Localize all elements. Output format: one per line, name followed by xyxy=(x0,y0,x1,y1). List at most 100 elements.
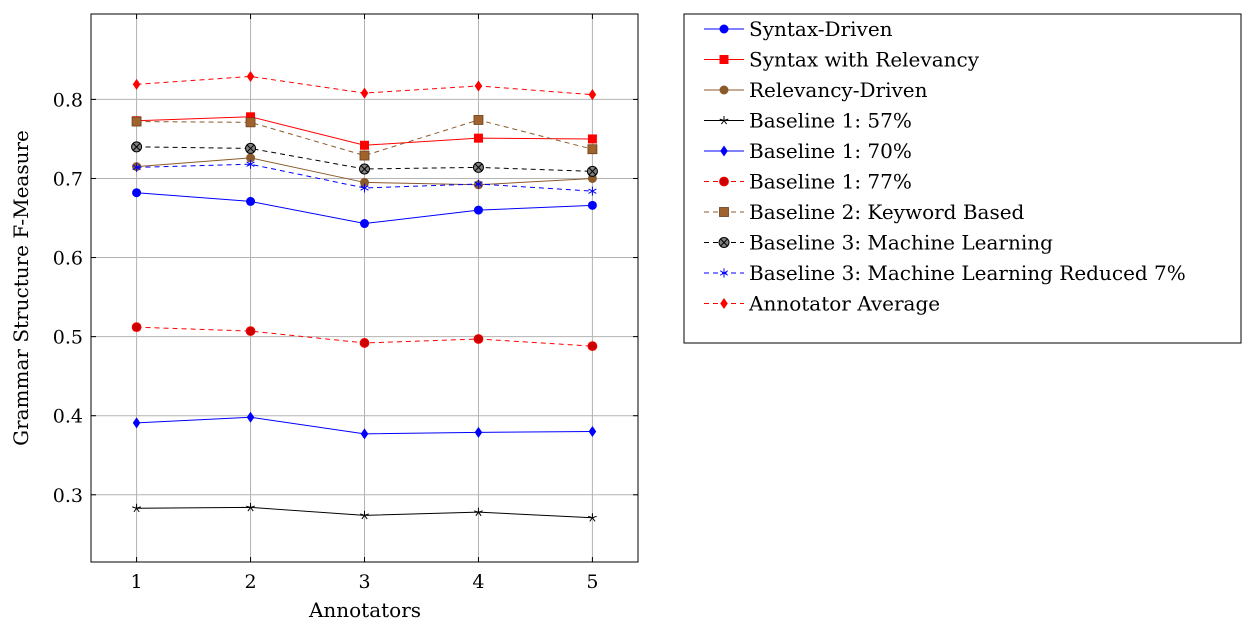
x-tick-label: 1 xyxy=(131,571,143,593)
data-point xyxy=(132,188,142,198)
legend-entry: Annotator Average xyxy=(704,292,940,316)
data-point xyxy=(719,176,729,187)
data-point xyxy=(360,219,369,229)
y-tick-label: 0.3 xyxy=(53,485,83,507)
data-point xyxy=(720,298,728,309)
data-point xyxy=(246,159,255,169)
legend-label: Baseline 1: 57% xyxy=(749,109,912,133)
data-point xyxy=(245,117,256,128)
data-point xyxy=(131,141,143,153)
data-point xyxy=(246,112,256,122)
data-point xyxy=(587,200,597,210)
data-point xyxy=(131,116,142,127)
data-point xyxy=(719,268,729,278)
data-point xyxy=(719,85,729,95)
series-line xyxy=(136,163,593,192)
data-point xyxy=(473,334,484,344)
legend-entry: Baseline 1: 57% xyxy=(704,109,912,133)
legend-label: Baseline 3: Machine Learning xyxy=(749,231,1053,255)
series-4 xyxy=(132,411,597,440)
data-point xyxy=(588,186,597,196)
data-point xyxy=(246,153,256,163)
series-5 xyxy=(131,322,598,352)
data-point xyxy=(586,165,598,177)
y-tick-label: 0.6 xyxy=(53,248,83,270)
x-tick-label: 5 xyxy=(586,571,598,593)
data-point xyxy=(359,150,370,161)
grid-lines xyxy=(91,14,638,562)
data-point xyxy=(132,162,141,172)
legend-box xyxy=(683,13,1242,344)
data-point xyxy=(359,338,370,348)
data-point xyxy=(132,78,141,90)
data-point xyxy=(587,513,597,522)
data-point xyxy=(360,140,369,150)
y-tick-label: 0.4 xyxy=(53,406,83,428)
legend-label: Annotator Average xyxy=(748,292,940,316)
data-point xyxy=(360,428,369,440)
y-axis-label: Grammar Structure F-Measure xyxy=(9,130,33,446)
data-point xyxy=(360,183,369,193)
legend-entry: Baseline 3: Machine Learning Reduced 7% xyxy=(704,261,1186,285)
series-8 xyxy=(132,159,597,196)
data-point xyxy=(360,177,369,187)
data-point xyxy=(587,134,597,144)
data-point xyxy=(719,55,729,64)
data-point xyxy=(360,87,369,99)
legend-label: Relevancy-Driven xyxy=(749,78,928,102)
series-7 xyxy=(131,141,598,177)
data-point xyxy=(720,145,728,157)
data-point xyxy=(719,116,729,125)
x-tick-label: 4 xyxy=(472,571,484,593)
data-point xyxy=(245,142,257,154)
data-point xyxy=(473,115,484,125)
data-point xyxy=(588,426,597,438)
legend-label: Syntax with Relevancy xyxy=(749,48,980,72)
legend-entry: Baseline 1: 70% xyxy=(704,139,912,163)
legend-entry: Syntax-Driven xyxy=(704,17,893,41)
x-axis-label: Annotators xyxy=(308,598,421,622)
axis-ticks: 1 2 3 4 5 0.3 0.4 0.5 0.6 0.7 0.8 xyxy=(53,14,638,593)
series-6 xyxy=(131,115,598,161)
data-point xyxy=(587,144,598,155)
x-tick-label: 2 xyxy=(244,571,256,593)
data-point xyxy=(474,80,483,92)
y-tick-label: 0.5 xyxy=(53,327,83,349)
legend-label: Baseline 3: Machine Learning Reduced 7% xyxy=(749,261,1186,285)
data-point xyxy=(719,24,729,34)
data-point xyxy=(132,417,141,429)
data-point xyxy=(359,163,370,175)
data-point xyxy=(587,341,598,352)
data-point xyxy=(246,196,256,206)
legend-entry: Baseline 1: 77% xyxy=(704,170,912,194)
data-point xyxy=(718,237,730,248)
series-0 xyxy=(132,188,597,229)
legend: Syntax-Driven Syntax with Relevancy Releva… xyxy=(683,13,1242,344)
y-tick-label: 0.7 xyxy=(53,168,83,190)
legend-label: Baseline 2: Keyword Based xyxy=(749,200,1025,224)
legend-label: Baseline 1: 70% xyxy=(749,139,912,163)
legend-entry: Baseline 2: Keyword Based xyxy=(704,200,1025,224)
series-line xyxy=(136,119,593,157)
data-point xyxy=(472,161,484,173)
x-tick-label: 3 xyxy=(358,571,370,593)
data-point xyxy=(360,510,369,520)
data-point xyxy=(246,70,255,82)
data-point xyxy=(719,207,729,217)
data-point xyxy=(131,322,142,333)
data-point xyxy=(473,205,483,215)
data-point xyxy=(246,502,255,512)
data-point xyxy=(588,89,597,101)
data-point xyxy=(132,503,142,513)
legend-entry: Syntax with Relevancy xyxy=(704,48,980,72)
legend-entry: Relevancy-Driven xyxy=(704,78,928,102)
data-point xyxy=(246,411,255,423)
data-point xyxy=(474,179,483,189)
data-point xyxy=(245,326,256,336)
data-point xyxy=(473,133,483,143)
legend-entry: Baseline 3: Machine Learning xyxy=(704,231,1053,255)
data-point xyxy=(474,426,483,438)
series-3 xyxy=(132,502,597,522)
series-layer xyxy=(131,70,598,522)
